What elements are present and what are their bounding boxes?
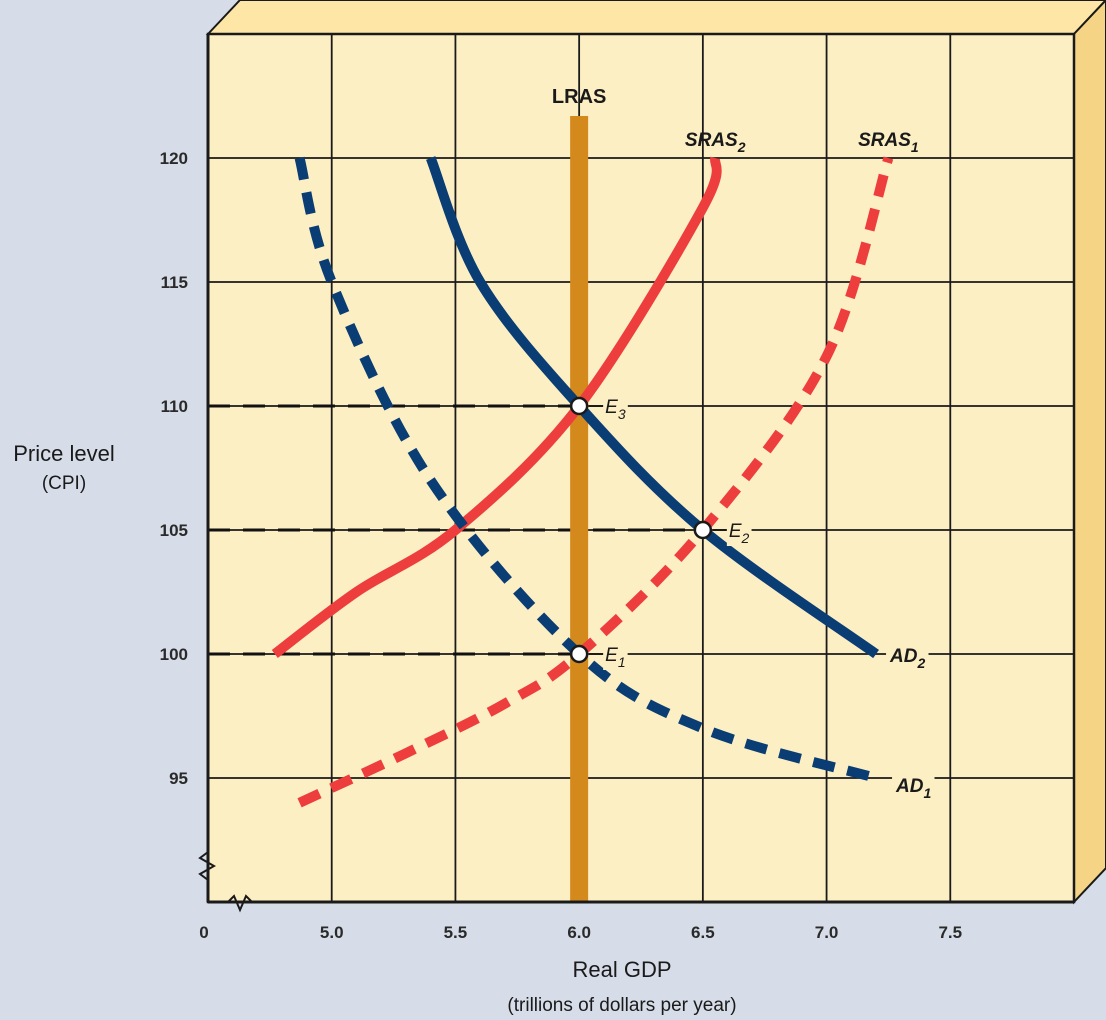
x-tick-label: 5.0 <box>320 923 344 942</box>
label-e3: E3 <box>605 397 626 422</box>
point-e3 <box>569 396 589 416</box>
x-tick-label: 5.5 <box>444 923 468 942</box>
point-label-background <box>603 397 628 422</box>
curves-group <box>271 156 894 808</box>
curve-ad1 <box>294 156 878 783</box>
y-axis-subtitle: (CPI) <box>42 473 86 494</box>
x-tick-label: 7.5 <box>938 923 962 942</box>
curve-label-background <box>892 775 935 802</box>
curve-sras1 <box>297 156 894 808</box>
y-axis-break <box>198 851 217 881</box>
label-ad1: AD1 <box>895 776 931 801</box>
frame-top-face <box>205 0 1106 35</box>
x-axis-subtitle: (trillions of dollars per year) <box>507 995 736 1016</box>
y-tick-labels: 95 100 105 110 115 120 <box>160 149 188 788</box>
curve-ad2 <box>426 156 879 659</box>
frame-side-face <box>1073 0 1106 905</box>
point-e1 <box>569 644 589 664</box>
x-tick-label: 6.5 <box>691 923 715 942</box>
x-axis-break <box>227 894 253 913</box>
x-axis-title: Real GDP <box>572 957 671 982</box>
y-tick-label: 95 <box>169 769 188 788</box>
y-tick-label: 100 <box>160 645 188 664</box>
label-sras2: SRAS2 <box>685 130 746 155</box>
equilibrium-points: E1 E2 E3 <box>569 396 752 670</box>
x-tick-label: 7.0 <box>815 923 839 942</box>
label-e2: E2 <box>729 521 750 546</box>
x-tick-label: 6.0 <box>567 923 591 942</box>
point-label-background <box>726 521 752 546</box>
curve-labels: SRAS1 SRAS2 AD1 AD2 <box>685 130 935 802</box>
label-ad2: AD2 <box>889 646 925 671</box>
curve-sras2 <box>271 156 722 658</box>
x-tick-label: 0 <box>199 923 208 942</box>
y-tick-label: 105 <box>160 521 188 540</box>
x-tick-labels: 0 5.0 5.5 6.0 6.5 7.0 7.5 <box>199 923 962 942</box>
label-e1: E1 <box>605 645 625 670</box>
point-label-background <box>603 645 628 670</box>
point-e2 <box>693 520 713 540</box>
y-tick-label: 120 <box>160 149 188 168</box>
y-tick-label: 110 <box>161 397 188 416</box>
lras-label: LRAS <box>552 86 606 108</box>
y-axis-title: Price level <box>13 441 114 466</box>
y-tick-label: 115 <box>161 273 188 292</box>
curve-label-background <box>886 645 929 672</box>
lras-line <box>570 116 589 902</box>
label-sras1: SRAS1 <box>858 130 919 155</box>
lras-group: LRAS <box>552 86 606 902</box>
